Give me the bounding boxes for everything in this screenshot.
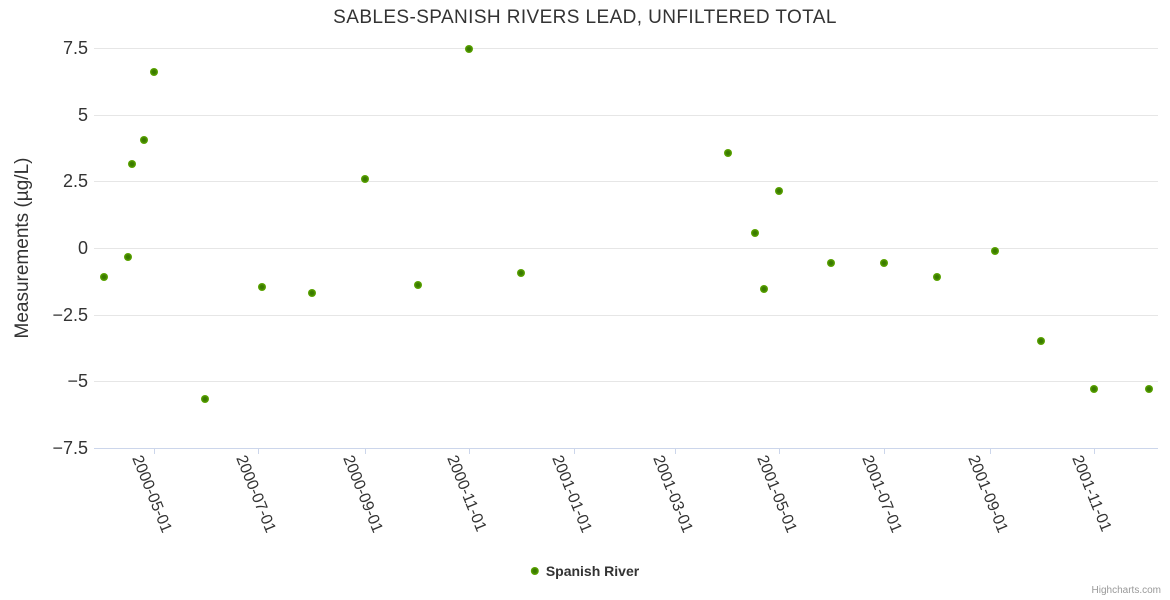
x-axis-tick-label: 2000-11-01 [443, 453, 490, 535]
data-point[interactable] [124, 253, 132, 261]
x-axis-tick-label: 2001-05-01 [753, 453, 800, 536]
data-point[interactable] [827, 259, 835, 267]
highcharts-credit-link[interactable]: Highcharts.com [1091, 585, 1161, 596]
y-axis-tick-label: 5 [77, 105, 88, 125]
y-axis-tick-label: 7.5 [62, 38, 88, 58]
x-axis-tick-mark [365, 448, 366, 454]
data-point[interactable] [1145, 385, 1153, 393]
x-axis-tick-label: 2000-05-01 [128, 453, 175, 536]
data-point[interactable] [140, 136, 148, 144]
y-axis-tick-label: 0 [77, 238, 88, 258]
x-axis-tick-mark [1094, 448, 1095, 454]
x-axis-line [94, 448, 1158, 449]
x-axis-tick-label: 2001-09-01 [964, 453, 1011, 536]
x-axis-tick-mark [258, 448, 259, 454]
data-point[interactable] [258, 283, 266, 291]
data-point[interactable] [201, 395, 209, 403]
data-point[interactable] [933, 273, 941, 281]
data-point[interactable] [517, 269, 525, 277]
x-axis-tick-label: 2001-11-01 [1068, 453, 1115, 535]
legend-marker-icon [530, 567, 539, 575]
data-point[interactable] [760, 285, 768, 293]
legend-item-spanish-river[interactable]: Spanish River [530, 562, 640, 580]
data-point[interactable] [150, 68, 158, 76]
data-point[interactable] [880, 259, 888, 267]
y-gridline [94, 315, 1158, 316]
y-gridline [94, 248, 1158, 249]
x-axis-tick-mark [154, 448, 155, 454]
data-point[interactable] [991, 247, 999, 255]
y-gridline [94, 381, 1158, 382]
data-point[interactable] [1090, 385, 1098, 393]
y-gridline [94, 181, 1158, 182]
y-axis-tick-label: −7.5 [52, 438, 88, 458]
x-axis-tick-mark [469, 448, 470, 454]
x-axis-tick-mark [990, 448, 991, 454]
y-axis-tick-label: −2.5 [52, 305, 88, 325]
data-point[interactable] [361, 175, 369, 183]
x-axis-tick-mark [779, 448, 780, 454]
data-point[interactable] [751, 229, 759, 237]
y-gridline [94, 48, 1158, 49]
x-axis-tick-label: 2001-07-01 [858, 453, 905, 536]
y-axis-tick-label: 2.5 [62, 171, 88, 191]
data-point[interactable] [414, 281, 422, 289]
chart-title: SABLES-SPANISH RIVERS LEAD, UNFILTERED T… [333, 7, 837, 28]
data-point[interactable] [100, 273, 108, 281]
y-gridline [94, 115, 1158, 116]
x-axis-tick-label: 2001-01-01 [548, 453, 595, 536]
x-axis-tick-label: 2000-09-01 [339, 453, 386, 536]
x-axis-tick-mark [884, 448, 885, 454]
y-axis-tick-label: −5 [67, 371, 88, 391]
data-point[interactable] [465, 45, 473, 53]
data-point[interactable] [724, 149, 732, 157]
data-point[interactable] [308, 289, 316, 297]
x-axis-tick-mark [574, 448, 575, 454]
x-axis-tick-label: 2001-03-01 [649, 453, 696, 536]
data-point[interactable] [1037, 337, 1045, 345]
x-axis-tick-mark [675, 448, 676, 454]
x-axis-tick-label: 2000-07-01 [232, 453, 279, 536]
data-point[interactable] [775, 187, 783, 195]
data-point[interactable] [128, 160, 136, 168]
legend-series-label: Spanish River [545, 563, 640, 579]
